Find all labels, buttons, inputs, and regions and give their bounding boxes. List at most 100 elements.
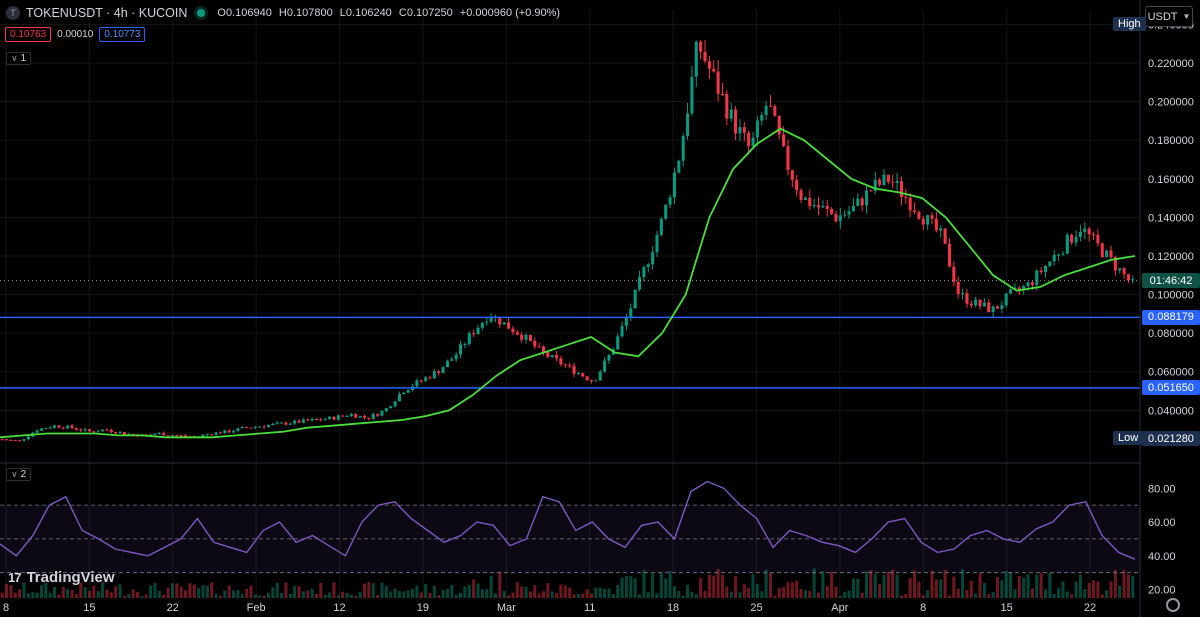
candle-body	[620, 325, 624, 337]
time-tick-label: Apr	[831, 602, 848, 614]
candle-body	[1022, 286, 1026, 290]
chevron-down-icon: ∨	[11, 53, 18, 63]
price-tick-label: 0.060000	[1148, 367, 1194, 379]
candle-body	[5, 439, 9, 441]
candle-body	[1131, 279, 1135, 281]
candle-body	[886, 174, 890, 183]
indicator-pane-collapse-button[interactable]: ∨ 2	[6, 468, 32, 481]
candle-body	[982, 302, 986, 307]
price-tick-label: 0.220000	[1148, 58, 1194, 70]
candle-body	[301, 419, 305, 423]
volume-bar	[987, 594, 991, 598]
ask-price[interactable]: 0.10773	[99, 27, 146, 42]
volume-bar	[39, 585, 43, 598]
rsi-tick-label: 80.00	[1148, 483, 1176, 495]
candle-body	[873, 179, 877, 191]
volume-bar	[87, 590, 92, 598]
volume-bar	[528, 591, 532, 598]
candle-body	[712, 68, 716, 72]
volume-bar	[961, 569, 965, 598]
volume-bar	[472, 579, 476, 598]
candle-body	[921, 218, 925, 225]
low-value-badge: 0.021280	[1142, 431, 1200, 446]
price-axis[interactable]: 0.2400000.2200000.2000000.1800000.160000…	[1148, 19, 1194, 417]
volume-bar	[1048, 572, 1052, 598]
volume-bar	[777, 587, 781, 598]
tradingview-mark-icon: 17	[8, 570, 22, 585]
volume-bar	[1022, 577, 1026, 598]
tradingview-logo[interactable]: 17 TradingView	[8, 569, 115, 586]
candle-body	[515, 332, 519, 335]
candle-body	[384, 408, 388, 412]
volume-bar	[393, 588, 397, 598]
volume-bar	[803, 590, 807, 598]
candle-body	[1035, 270, 1039, 286]
volume-bar	[707, 574, 711, 598]
volume-bar	[974, 593, 978, 598]
candle-body	[603, 360, 607, 372]
volume-bar	[563, 585, 567, 598]
volume-bar	[943, 569, 947, 598]
volume-bar	[555, 593, 559, 598]
volume-bar	[389, 591, 393, 598]
volume-bar	[9, 585, 13, 598]
volume-bar	[262, 595, 266, 598]
candle-body	[507, 322, 511, 329]
candle-body	[664, 204, 668, 219]
volume-bar	[428, 592, 432, 598]
volume-bar	[153, 582, 157, 598]
volume-bar	[790, 582, 794, 598]
hline-price-badge[interactable]: 0.088179	[1142, 309, 1200, 325]
candle-body	[306, 419, 310, 421]
currency-select[interactable]: USDT ▼	[1145, 6, 1193, 27]
bid-price[interactable]: 0.10763	[5, 27, 52, 42]
tradingview-wordmark: TradingView	[26, 569, 115, 586]
volume-bar	[913, 570, 917, 598]
volume-bar	[825, 586, 829, 598]
volume-bar	[411, 588, 415, 598]
candle-body	[629, 308, 633, 318]
candle-body	[537, 346, 541, 348]
candle-body	[1004, 293, 1008, 306]
candle-body	[201, 434, 205, 437]
volume-bar	[520, 586, 524, 598]
hline-price-badge[interactable]: 0.051650	[1142, 380, 1200, 396]
volume-bar	[734, 576, 738, 598]
volume-bar	[1126, 574, 1130, 598]
market-status-icon[interactable]	[197, 9, 206, 17]
candle-body	[939, 228, 943, 231]
volume-bar	[616, 584, 620, 598]
candle-body	[725, 94, 729, 119]
volume-bar	[166, 587, 170, 598]
candle-body	[974, 299, 978, 306]
volume-bar	[105, 589, 109, 598]
volume-bar	[66, 589, 70, 598]
candle-body	[472, 333, 476, 335]
volume-bar	[131, 589, 135, 598]
candle-body	[598, 371, 602, 381]
volume-bar	[712, 575, 716, 598]
candle-body	[812, 205, 816, 207]
candle-body	[362, 415, 367, 418]
rsi-axis[interactable]: 80.00 60.00 40.00 20.00	[1148, 483, 1176, 596]
volume-bar	[651, 573, 655, 598]
candle-body	[149, 434, 153, 436]
volume-bar	[847, 590, 851, 598]
symbol-legend[interactable]: T TOKENUSDT · 4h · KUCOIN O0.106940 H0.1…	[6, 6, 560, 20]
volume-bar	[921, 595, 925, 598]
candle-body	[738, 127, 742, 134]
candle-body	[293, 420, 297, 424]
horizontal-lines[interactable]	[0, 316, 1140, 389]
volume-bar	[437, 595, 441, 598]
candle-body	[1065, 234, 1069, 254]
symbol-title[interactable]: TOKENUSDT · 4h · KUCOIN	[26, 6, 188, 20]
volume-bar	[114, 586, 118, 598]
time-axis[interactable]: 8 15 22 Feb 12 19 Mar 11 18 25 Apr 8 15 22	[3, 602, 1096, 614]
volume-bar	[524, 586, 528, 598]
bid-ask-panel[interactable]: 0.10763 0.00010 0.10773	[5, 27, 146, 42]
main-pane-collapse-button[interactable]: ∨ 1	[6, 52, 32, 65]
candle-body	[581, 373, 585, 377]
settings-gear-icon[interactable]	[1166, 598, 1180, 612]
candle-body	[232, 431, 236, 433]
